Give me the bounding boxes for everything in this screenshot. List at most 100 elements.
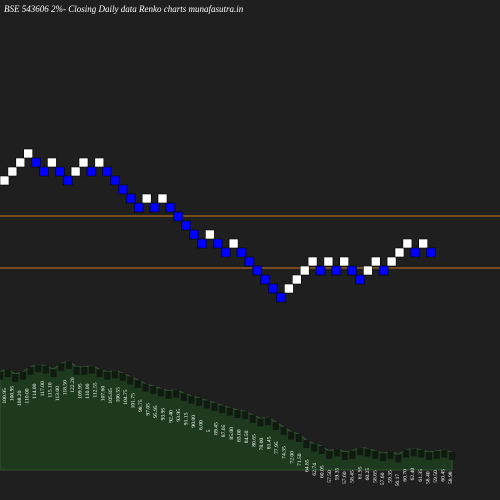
renko-brick-up: [70, 166, 81, 177]
volume-label: 59.35: [388, 470, 394, 483]
volume-label: 108.20: [17, 390, 23, 406]
renko-brick-down: [181, 220, 191, 231]
volume-bar-shadow: [418, 449, 425, 458]
volume-label: 56.17: [395, 474, 401, 487]
volume-label: 106.55: [115, 387, 121, 403]
volume-bar-shadow: [303, 440, 310, 448]
volume-label: 80.65: [252, 434, 258, 447]
volume-label: 93.95: [176, 409, 182, 422]
volume-bar-shadow: [180, 393, 187, 402]
renko-brick-up: [157, 193, 168, 204]
volume-label: 60.45: [440, 469, 446, 482]
volume-bar-shadow: [334, 448, 341, 457]
volume-label: 115.10: [47, 382, 53, 397]
volume-bar-shadow: [50, 369, 57, 378]
volume-bar-shadow: [311, 443, 318, 452]
volume-bar-shadow: [234, 410, 241, 418]
volume-bar-shadow: [357, 447, 364, 456]
renko-brick-down: [173, 211, 184, 222]
volume-bar-shadow: [173, 389, 180, 398]
volume-bar-shadow: [410, 448, 417, 457]
volume-label: 113.00: [55, 386, 61, 401]
volume-bar-shadow: [58, 363, 65, 372]
volume-bar-shadow: [20, 371, 26, 380]
volume-label: 110.00: [85, 383, 91, 398]
volume-label: 89.45: [214, 422, 220, 435]
renko-brick-down: [347, 265, 357, 276]
volume-label: 109.95: [78, 383, 84, 399]
volume-label: 100.95: [2, 388, 8, 404]
volume-label: 93.95: [161, 408, 167, 421]
volume-label: 90.00: [191, 415, 197, 428]
volume-bar-shadow: [249, 414, 256, 423]
renko-brick-up: [7, 166, 18, 177]
volume-area-layer: [0, 360, 455, 471]
renko-brick-up: [370, 256, 381, 267]
volume-label: 6.00: [199, 420, 205, 430]
volume-label: 58.65: [372, 470, 378, 483]
volume-bar-shadow: [81, 366, 88, 375]
volume-bar-shadow: [12, 374, 19, 382]
renko-brick-down: [268, 283, 278, 294]
volume-label: 114.00: [32, 383, 38, 398]
volume-label: 81.45: [267, 436, 273, 449]
volume-label: 62.40: [410, 468, 416, 481]
volume-label: 71.50: [297, 453, 303, 466]
renko-brick-up: [78, 157, 89, 168]
volume-bar-shadow: [226, 407, 233, 416]
volume-bar-shadow: [203, 400, 210, 409]
volume-bar-shadow: [433, 450, 440, 459]
renko-brick-down: [252, 265, 263, 276]
volume-bar-shadow: [4, 369, 11, 378]
renko-brick-down: [189, 229, 199, 240]
renko-brick-down: [260, 274, 271, 285]
renko-brick-up: [339, 256, 350, 267]
volume-label: 78.00: [259, 438, 265, 451]
renko-brick-down: [410, 247, 421, 258]
volume-label: 58.45: [350, 470, 356, 483]
volume-label: 61.95: [357, 466, 363, 479]
renko-bricks-layer: [0, 148, 436, 303]
renko-brick-up: [291, 274, 302, 285]
renko-brick-up: [141, 193, 152, 204]
renko-brick-down: [134, 202, 144, 213]
renko-brick-down: [31, 157, 41, 168]
volume-label: 84.50: [244, 430, 250, 443]
volume-label: 59.35: [335, 468, 341, 481]
volume-bar-shadow: [318, 446, 325, 454]
volume-label: 101.75: [131, 393, 137, 409]
volume-bar-shadow: [142, 383, 149, 392]
volume-bar-shadow: [88, 365, 95, 374]
volume-label: 118.50: [63, 380, 69, 395]
renko-brick-down: [315, 265, 326, 276]
volume-label: 91.15: [183, 412, 189, 425]
renko-brick-up: [363, 265, 373, 276]
volume-bar-shadow: [341, 452, 348, 460]
volume-labels-layer: 100.95 100.95 108.20 110.00 114.00 117.00 115.…: [2, 377, 454, 486]
volume-label: 60.25: [365, 468, 371, 481]
volume-bar-shadow: [242, 411, 249, 420]
volume-label: 77.95: [274, 441, 280, 454]
renko-brick-up: [0, 175, 10, 186]
renko-brick-up: [394, 247, 405, 258]
volume-bar-shadow: [265, 417, 272, 426]
volume-label: 122.20: [70, 377, 76, 393]
volume-bar-shadow: [188, 395, 195, 404]
volume-bar-shadow: [280, 426, 287, 435]
chart-title: BSE 543606 2%- Closing Daily data Renko …: [4, 4, 244, 14]
renko-brick-down: [165, 202, 176, 213]
renko-brick-down: [331, 265, 342, 276]
renko-brick-down: [378, 265, 389, 276]
renko-brick-down: [276, 292, 286, 303]
volume-label: 107.60: [100, 386, 106, 402]
volume-bar-shadow: [73, 366, 80, 375]
renko-brick-up: [23, 148, 34, 159]
volume-label: 117.00: [40, 381, 46, 396]
renko-brick-down: [149, 202, 160, 213]
volume-bar-shadow: [257, 418, 264, 427]
renko-brick-up: [402, 238, 413, 249]
volume-bar-shadow: [0, 371, 3, 380]
renko-brick-up: [47, 157, 57, 168]
volume-label: 97.05: [146, 403, 152, 416]
volume-label: 95.95: [153, 405, 159, 418]
